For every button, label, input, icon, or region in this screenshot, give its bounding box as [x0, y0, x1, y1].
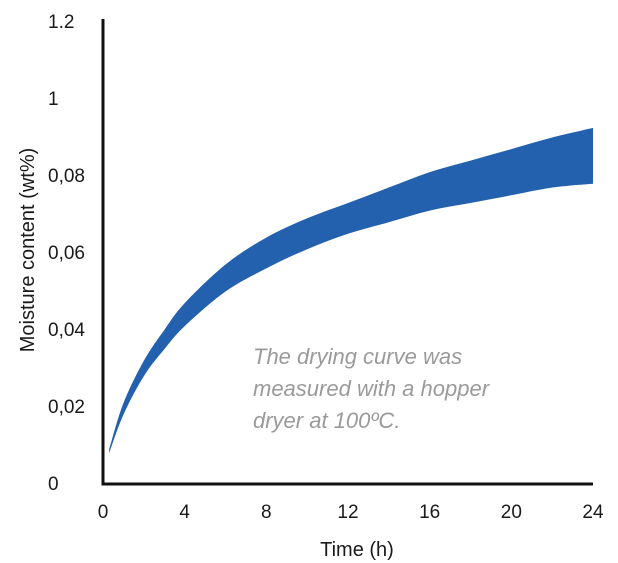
band-layer — [109, 127, 593, 454]
x-axis-title: Time (h) — [320, 539, 394, 561]
y-axis-title: Moisture content (wt%) — [17, 148, 39, 353]
x-tick-label: 20 — [501, 502, 522, 523]
annotation-line-1: The drying curve was — [253, 344, 462, 369]
y-tick-label: 1 — [48, 89, 59, 110]
x-tick-label: 8 — [261, 502, 272, 523]
y-tick-label: 0,08 — [48, 166, 85, 187]
y-tick-label: 1.2 — [48, 12, 74, 33]
y-tick-labels: 0 0,02 0,04 0,06 0,08 1 1.2 — [48, 12, 85, 495]
x-tick-label: 16 — [419, 502, 440, 523]
moisture-band-0 — [109, 127, 593, 454]
x-tick-labels: 0 4 8 12 16 20 24 — [98, 502, 604, 523]
y-tick-label: 0,06 — [48, 243, 85, 264]
annotation: The drying curve was measured with a hop… — [253, 344, 491, 433]
x-tick-label: 24 — [582, 502, 604, 523]
x-tick-label: 0 — [98, 502, 109, 523]
y-tick-label: 0 — [48, 474, 59, 495]
x-tick-label: 4 — [179, 502, 190, 523]
y-tick-label: 0,02 — [48, 397, 85, 418]
x-tick-label: 12 — [337, 502, 358, 523]
annotation-line-3: dryer at 100ºC. — [253, 408, 400, 433]
y-tick-label: 0,04 — [48, 320, 85, 341]
annotation-line-2: measured with a hopper — [253, 376, 491, 401]
